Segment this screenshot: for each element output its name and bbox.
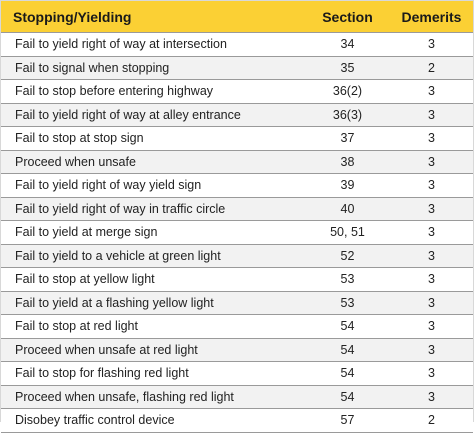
table-row: Fail to stop for flashing red light 54 3	[1, 361, 473, 386]
demerits-cell: 3	[390, 79, 473, 104]
section-cell: 54	[305, 314, 390, 339]
demerits-cell: 3	[390, 32, 473, 57]
table-body: Fail to yield right of way at intersecti…	[1, 32, 473, 433]
table-row: Fail to signal when stopping 35 2	[1, 56, 473, 80]
demerits-cell: 2	[390, 56, 473, 80]
demerits-cell: 3	[390, 338, 473, 362]
table-header: Stopping/Yielding Section Demerits	[1, 1, 473, 33]
violation-cell: Fail to stop at red light	[1, 314, 305, 339]
section-cell: 57	[305, 408, 390, 433]
column-header-section: Section	[305, 1, 390, 33]
table-row: Fail to yield at merge sign 50, 51 3	[1, 220, 473, 245]
table-row: Fail to stop at yellow light 53 3	[1, 267, 473, 292]
demerits-cell: 3	[390, 361, 473, 386]
table-row: Proceed when unsafe, flashing red light …	[1, 385, 473, 409]
demerits-cell: 3	[390, 197, 473, 221]
demerits-cell: 3	[390, 314, 473, 339]
section-cell: 36(2)	[305, 79, 390, 104]
demerits-cell: 3	[390, 244, 473, 268]
column-header-demerits: Demerits	[390, 1, 473, 33]
demerits-cell: 3	[390, 173, 473, 198]
violation-cell: Fail to stop at yellow light	[1, 267, 305, 292]
demerits-cell: 3	[390, 267, 473, 292]
demerits-cell: 3	[390, 103, 473, 127]
demerits-cell: 3	[390, 150, 473, 174]
demerits-cell: 3	[390, 126, 473, 151]
violation-cell: Fail to yield right of way at alley entr…	[1, 103, 305, 127]
table-row: Fail to yield right of way in traffic ci…	[1, 197, 473, 221]
table-row: Fail to stop at red light 54 3	[1, 314, 473, 339]
table-row: Proceed when unsafe at red light 54 3	[1, 338, 473, 362]
section-cell: 53	[305, 267, 390, 292]
table-row: Fail to stop before entering highway 36(…	[1, 79, 473, 104]
section-cell: 54	[305, 385, 390, 409]
section-cell: 50, 51	[305, 220, 390, 245]
table-row: Fail to yield right of way at intersecti…	[1, 32, 473, 57]
violation-cell: Fail to yield right of way at intersecti…	[1, 32, 305, 57]
table-row: Fail to yield to a vehicle at green ligh…	[1, 244, 473, 268]
demerits-cell: 3	[390, 385, 473, 409]
section-cell: 52	[305, 244, 390, 268]
table-row: Proceed when unsafe 38 3	[1, 150, 473, 174]
violation-cell: Fail to yield at merge sign	[1, 220, 305, 245]
violation-cell: Fail to signal when stopping	[1, 56, 305, 80]
column-header-stopping-yielding: Stopping/Yielding	[1, 1, 305, 33]
violation-cell: Fail to yield at a flashing yellow light	[1, 291, 305, 315]
table-row: Fail to yield right of way at alley entr…	[1, 103, 473, 127]
table-row: Fail to yield at a flashing yellow light…	[1, 291, 473, 315]
table-row: Fail to yield right of way yield sign 39…	[1, 173, 473, 198]
violation-cell: Fail to stop before entering highway	[1, 79, 305, 104]
section-cell: 39	[305, 173, 390, 198]
table-row: Disobey traffic control device 57 2	[1, 408, 473, 433]
section-cell: 54	[305, 338, 390, 362]
section-cell: 36(3)	[305, 103, 390, 127]
violation-cell: Disobey traffic control device	[1, 408, 305, 433]
demerits-cell: 2	[390, 408, 473, 433]
header-row: Stopping/Yielding Section Demerits	[1, 1, 473, 33]
section-cell: 53	[305, 291, 390, 315]
violation-cell: Fail to yield right of way in traffic ci…	[1, 197, 305, 221]
demerits-cell: 3	[390, 220, 473, 245]
violation-cell: Fail to yield right of way yield sign	[1, 173, 305, 198]
violation-cell: Proceed when unsafe, flashing red light	[1, 385, 305, 409]
violation-cell: Proceed when unsafe at red light	[1, 338, 305, 362]
section-cell: 34	[305, 32, 390, 57]
violation-cell: Proceed when unsafe	[1, 150, 305, 174]
demerits-cell: 3	[390, 291, 473, 315]
violation-cell: Fail to stop at stop sign	[1, 126, 305, 151]
violation-cell: Fail to yield to a vehicle at green ligh…	[1, 244, 305, 268]
section-cell: 40	[305, 197, 390, 221]
section-cell: 54	[305, 361, 390, 386]
table-row: Fail to stop at stop sign 37 3	[1, 126, 473, 151]
section-cell: 37	[305, 126, 390, 151]
section-cell: 38	[305, 150, 390, 174]
section-cell: 35	[305, 56, 390, 80]
violation-cell: Fail to stop for flashing red light	[1, 361, 305, 386]
